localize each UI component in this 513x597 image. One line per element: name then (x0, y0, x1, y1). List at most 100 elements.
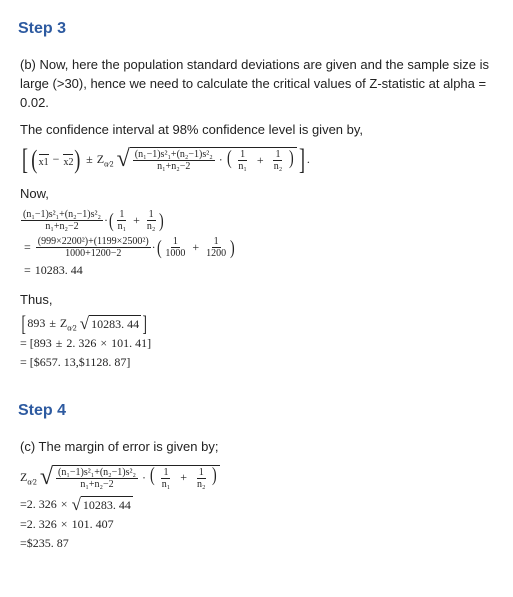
step-3-content: (b) Now, here the population standard de… (18, 56, 495, 370)
period: . (307, 152, 310, 167)
radical-body-4: 10283. 44 (81, 496, 133, 513)
plus-op-2: + (133, 213, 140, 228)
x1-bar: x1 (39, 154, 49, 168)
now-label: Now, (20, 186, 495, 201)
plus-op-3: + (192, 240, 199, 255)
step-3-header: Step 3 (18, 20, 495, 38)
step-3-ci-text: The confidence interval at 98% confidenc… (20, 121, 495, 140)
pm-op-3: ± (56, 336, 63, 351)
radical-3: √ (n₁−1)s²₁+(n₂−1)s²₂ n₁+n₂−2 · ( 1 n₁ +… (40, 465, 220, 490)
den-n2: n₂ (272, 161, 285, 172)
den-n2b: n₂ (145, 221, 158, 232)
minus-op: − (53, 152, 60, 167)
num-1h: 1 (197, 467, 206, 479)
step-4-eval-line3: = $235. 87 (20, 536, 495, 551)
ci-lower: $657. 13 (34, 355, 76, 370)
z-stat-2: Zα⁄2 (60, 316, 77, 332)
step-3-main-formula: [ ( x1 − x2 ) ± Zα⁄2 √ (n₁−1)s²₁+(n₂−1)s… (20, 147, 495, 172)
eq4-prefix-1: = (20, 497, 27, 512)
radical-body: (n₁−1)s²₁+(n₂−1)s²₂ n₁+n₂−2 · ( 1 n₁ + 1… (130, 147, 297, 172)
numeric-num: (999×2200²)+(1199×2500²) (36, 236, 151, 248)
page-content: Step 3 (b) Now, here the population stan… (0, 0, 513, 575)
one-over-1000: 1 1000 (163, 236, 187, 259)
one-over-n2-b: 1 n₂ (145, 209, 158, 232)
eq-suffix-2: ] (147, 336, 151, 351)
one-over-n1: 1 n₁ (236, 149, 249, 172)
eval2-893: 893 (34, 336, 52, 351)
pooled-var-den: n₁+n₂−2 (155, 161, 192, 172)
num-1g: 1 (161, 467, 170, 479)
step-3-compute-line1: (n₁−1)s²₁+(n₂−1)s²₂ n₁+n₂−2 · ( 1 n₁ + 1… (20, 209, 495, 232)
dot-op-2: · (104, 213, 108, 228)
numeric-den: 1000+1200−2 (63, 248, 123, 259)
one-over-n1-b: 1 n₁ (116, 209, 129, 232)
times-op-3: × (61, 517, 68, 532)
pooled-var-num: (n₁−1)s²₁+(n₂−1)s²₂ (133, 149, 215, 161)
z-stat-3: Zα⁄2 (20, 470, 37, 486)
num-1e: 1 (171, 236, 180, 248)
den-1200: 1200 (204, 248, 228, 259)
radical-val-10283b: 10283. 44 (83, 498, 131, 512)
pm-op-2: ± (49, 316, 56, 331)
step-4-formula: Zα⁄2 √ (n₁−1)s²₁+(n₂−1)s²₂ n₁+n₂−2 · ( 1… (20, 465, 495, 490)
radical-body-2: 10283. 44 (89, 315, 141, 332)
plus-minus-op: ± (86, 152, 93, 167)
eq4-prefix-2: = (20, 517, 27, 532)
radical-2: √ 10283. 44 (80, 315, 141, 332)
plus-op-1: + (257, 153, 264, 167)
dot-op: · (219, 153, 226, 167)
num-1f: 1 (212, 236, 221, 248)
step-3-eval-line3: = [ $657. 13 , $1128. 87 ] (20, 355, 495, 370)
pooled-var-num-2: (n₁−1)s²₁+(n₂−1)s²₂ (21, 209, 103, 221)
dot-op-3: · (152, 240, 156, 255)
den-n2c: n₂ (195, 479, 208, 490)
eval2-10141: 101. 41 (111, 336, 147, 351)
step-3-compute-line3: = 10283. 44 (20, 263, 495, 278)
den-n1c: n₁ (160, 479, 173, 490)
pooled-var-frac-3: (n₁−1)s²₁+(n₂−1)s²₂ n₁+n₂−2 (56, 467, 138, 490)
radical-icon-3: √ (40, 468, 53, 487)
radical-1: √ (n₁−1)s²₁+(n₂−1)s²₂ n₁+n₂−2 · ( 1 n₁ +… (117, 147, 297, 172)
pooled-var-frac: (n₁−1)s²₁+(n₂−1)s²₂ n₁+n₂−2 (133, 149, 215, 172)
step-3-compute-line2: = (999×2200²)+(1199×2500²) 1000+1200−2 ·… (20, 236, 495, 259)
pooled-var-frac-2: (n₁−1)s²₁+(n₂−1)s²₂ n₁+n₂−2 (21, 209, 103, 232)
den-n1: n₁ (236, 161, 249, 172)
num-1d: 1 (147, 209, 156, 221)
radical-icon: √ (117, 150, 130, 169)
pooled-var-den-2: n₁+n₂−2 (43, 221, 80, 232)
num-1c: 1 (117, 209, 126, 221)
step-3-eval-line1: [ 893 ± Zα⁄2 √ 10283. 44 ] (20, 315, 495, 332)
eq4-2326: 2. 326 (27, 497, 57, 512)
radical-body-3: (n₁−1)s²₁+(n₂−1)s²₂ n₁+n₂−2 · ( 1 n₁ + 1… (53, 465, 220, 490)
den-n1b: n₁ (116, 221, 129, 232)
result-10283: 10283. 44 (35, 263, 83, 278)
eval2-2326: 2. 326 (66, 336, 96, 351)
num-1a: 1 (238, 149, 247, 161)
step-4-intro-text: (c) The margin of error is given by; (20, 438, 495, 457)
eq-prefix-2: = [ (20, 336, 34, 351)
step-4-content: (c) The margin of error is given by; Zα⁄… (18, 438, 495, 551)
step-4-eval-line1: = 2. 326 × √ 10283. 44 (20, 496, 495, 513)
dot-op-4: · (142, 470, 149, 484)
thus-label: Thus, (20, 292, 495, 307)
radical-4: √ 10283. 44 (72, 496, 133, 513)
step-4-eval-line2: = 2. 326 × 101. 407 (20, 517, 495, 532)
ci-upper: $1128. 87 (79, 355, 127, 370)
pooled-var-num-3: (n₁−1)s²₁+(n₂−1)s²₂ (56, 467, 138, 479)
radical-icon-4: √ (72, 498, 81, 512)
equals-2: = (24, 263, 31, 278)
one-over-n2-c: 1 n₂ (195, 467, 208, 490)
step-4-header: Step 4 (18, 402, 495, 420)
x2-bar: x2 (63, 154, 73, 168)
radical-icon-2: √ (80, 317, 89, 331)
den-1000: 1000 (163, 248, 187, 259)
z-stat: Zα⁄2 (97, 152, 114, 168)
one-over-1200: 1 1200 (204, 236, 228, 259)
one-over-n1-c: 1 n₁ (160, 467, 173, 490)
x2-label: x2 (63, 157, 73, 168)
num-1b: 1 (273, 149, 282, 161)
one-over-n2: 1 n₂ (272, 149, 285, 172)
times-op-1: × (100, 336, 107, 351)
pooled-var-den-3: n₁+n₂−2 (78, 479, 115, 490)
x1-label: x1 (39, 157, 49, 168)
